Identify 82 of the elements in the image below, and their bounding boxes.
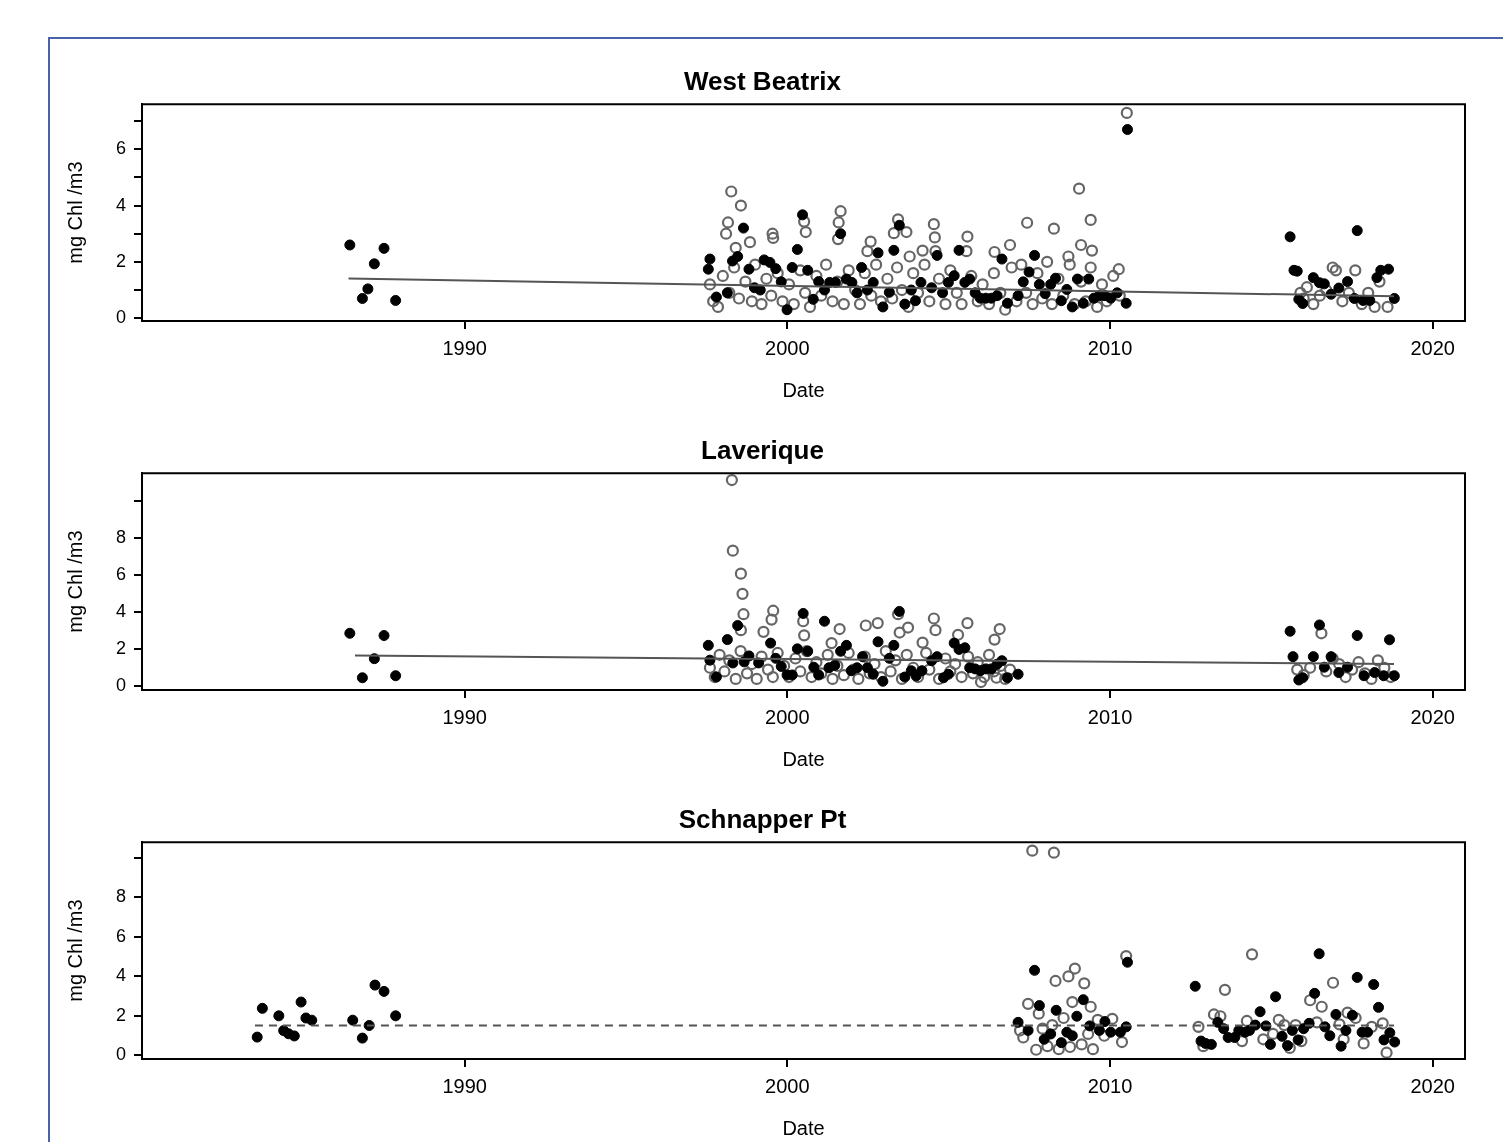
y-tick-label: 8	[116, 527, 127, 548]
point	[1235, 1034, 1249, 1048]
y-tick-label: 4	[116, 194, 127, 215]
point	[1365, 1020, 1378, 1033]
y-tick-label: 4	[116, 965, 127, 986]
y-tick-label: 2	[116, 250, 127, 271]
point	[1376, 1017, 1389, 1030]
point	[1057, 1011, 1070, 1025]
y-axis-title: mg Chl /m3	[63, 899, 86, 1002]
point	[1086, 1043, 1100, 1056]
point	[1278, 1019, 1291, 1032]
y-tick-label: 0	[116, 675, 127, 696]
point	[1257, 1033, 1270, 1046]
point	[1068, 962, 1081, 975]
point	[1380, 1046, 1393, 1059]
y-tick-label: 2	[116, 638, 127, 659]
point	[1030, 1043, 1043, 1056]
point	[1266, 1027, 1280, 1041]
point	[1245, 948, 1259, 961]
x-tick-label: 2010	[1087, 336, 1133, 359]
point	[1341, 1006, 1354, 1019]
y-tick-label: 0	[116, 307, 127, 328]
x-tick-label: 2020	[1410, 336, 1455, 359]
point	[1115, 1035, 1129, 1049]
chart-title: Laverique	[701, 434, 824, 465]
y-axis-title: mg Chl /m3	[63, 530, 86, 633]
point	[1026, 844, 1039, 857]
x-axis-title: Date	[782, 1116, 825, 1139]
point	[1106, 1012, 1119, 1025]
y-axis-title: mg Chl /m3	[63, 161, 86, 264]
x-axis-title: Date	[782, 378, 825, 401]
point	[1046, 1019, 1059, 1032]
x-tick-label: 2000	[765, 1074, 810, 1097]
y-tick-label: 6	[116, 925, 127, 946]
point	[1240, 1014, 1253, 1028]
point	[1084, 1000, 1097, 1013]
x-tick-label: 2000	[765, 336, 810, 359]
point	[1021, 997, 1035, 1010]
point	[1036, 1022, 1049, 1035]
point	[1326, 976, 1340, 989]
point	[1082, 1027, 1095, 1041]
point	[1357, 1037, 1370, 1050]
x-tick-label: 2010	[1087, 1074, 1133, 1097]
chart-title: Schnapper Pt	[678, 803, 847, 834]
x-axis-title: Date	[782, 747, 825, 770]
point	[1272, 1013, 1285, 1026]
point	[1047, 846, 1061, 859]
point	[1214, 1010, 1227, 1023]
x-tick-label: 1990	[442, 705, 487, 728]
point	[1017, 1031, 1030, 1044]
y-tick-label: 8	[116, 886, 127, 907]
point	[1062, 970, 1075, 983]
point	[1207, 1008, 1221, 1021]
point	[1333, 1018, 1346, 1031]
x-tick-label: 1990	[442, 1074, 487, 1097]
y-tick-label: 6	[116, 564, 127, 585]
point	[1041, 1040, 1054, 1053]
x-tick-label: 2020	[1410, 1074, 1455, 1097]
x-tick-label: 2010	[1087, 705, 1133, 728]
point	[1049, 974, 1062, 988]
x-tick-label: 1990	[442, 336, 487, 359]
y-tick-label: 4	[116, 601, 127, 622]
point	[1052, 1043, 1065, 1056]
point	[1063, 1040, 1077, 1054]
point	[1078, 977, 1091, 990]
point	[1304, 994, 1317, 1007]
point	[1066, 995, 1079, 1009]
point	[1349, 1011, 1362, 1025]
y-tick-label: 2	[116, 1004, 127, 1025]
x-tick-label: 2000	[765, 705, 810, 728]
point	[1192, 1020, 1205, 1033]
point	[1091, 1013, 1104, 1026]
chart-title: West Beatrix	[683, 65, 842, 96]
y-tick-label: 0	[116, 1044, 127, 1065]
point	[1337, 1033, 1350, 1046]
point	[1013, 1024, 1027, 1037]
point	[1315, 1000, 1328, 1013]
point	[1075, 1038, 1088, 1051]
y-tick-label: 6	[116, 138, 127, 159]
point	[1295, 1034, 1308, 1048]
point	[1218, 983, 1232, 996]
x-tick-label: 2020	[1410, 705, 1455, 728]
